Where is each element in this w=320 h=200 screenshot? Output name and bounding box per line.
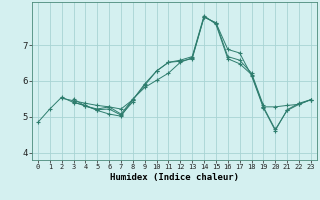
X-axis label: Humidex (Indice chaleur): Humidex (Indice chaleur) bbox=[110, 173, 239, 182]
